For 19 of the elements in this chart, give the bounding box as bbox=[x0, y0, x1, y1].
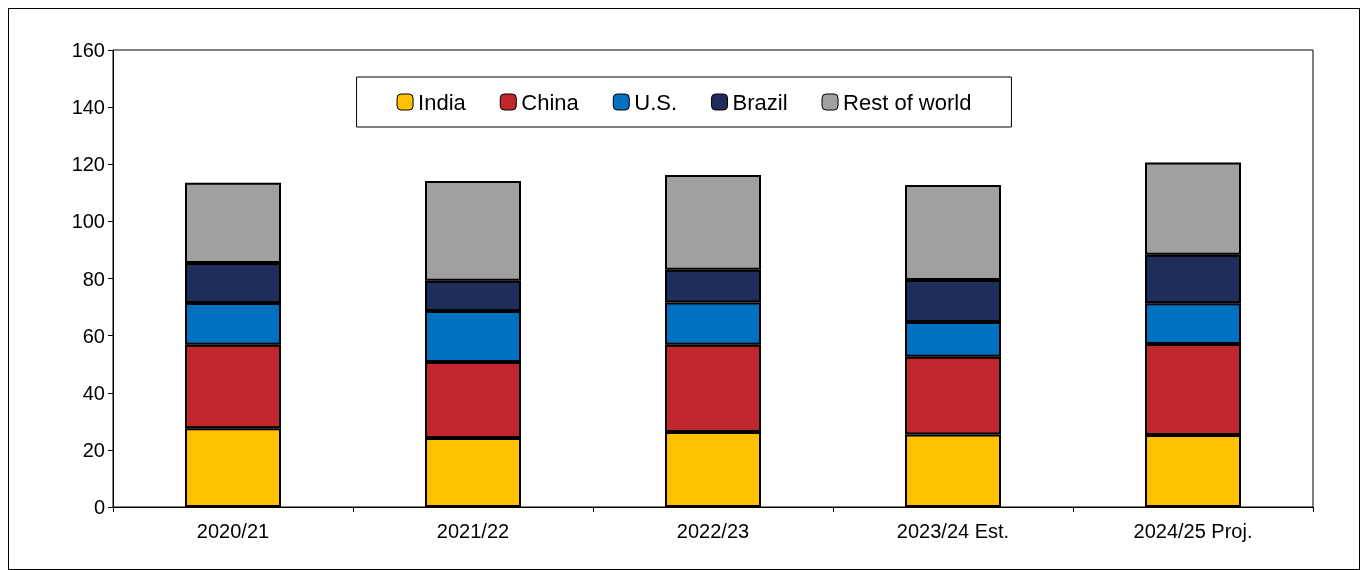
y-tick-label: 60 bbox=[82, 324, 105, 347]
x-tick-label: 2021/22 bbox=[436, 520, 510, 542]
y-tick-label: 20 bbox=[82, 438, 105, 461]
legend-label: Brazil bbox=[732, 89, 788, 115]
y-tick-label: 40 bbox=[82, 381, 105, 404]
y-tick-label: 80 bbox=[82, 267, 105, 290]
y-tick-label: 160 bbox=[71, 39, 105, 61]
legend-label: India bbox=[418, 89, 467, 115]
legend-label: China bbox=[521, 89, 580, 115]
legend-label: Rest of world bbox=[843, 89, 972, 115]
x-tick-label: 2023/24 Est. bbox=[896, 520, 1010, 542]
x-tick-label: 2020/21 bbox=[196, 520, 270, 542]
y-tick-label: 140 bbox=[71, 96, 105, 119]
x-tick-label: 2022/23 bbox=[676, 520, 750, 542]
y-tick-label: 120 bbox=[71, 153, 105, 176]
y-tick-label: 0 bbox=[93, 496, 105, 518]
legend-label: U.S. bbox=[634, 89, 678, 115]
y-tick-label: 100 bbox=[71, 210, 105, 233]
x-tick-label: 2024/25 Proj. bbox=[1133, 520, 1253, 542]
